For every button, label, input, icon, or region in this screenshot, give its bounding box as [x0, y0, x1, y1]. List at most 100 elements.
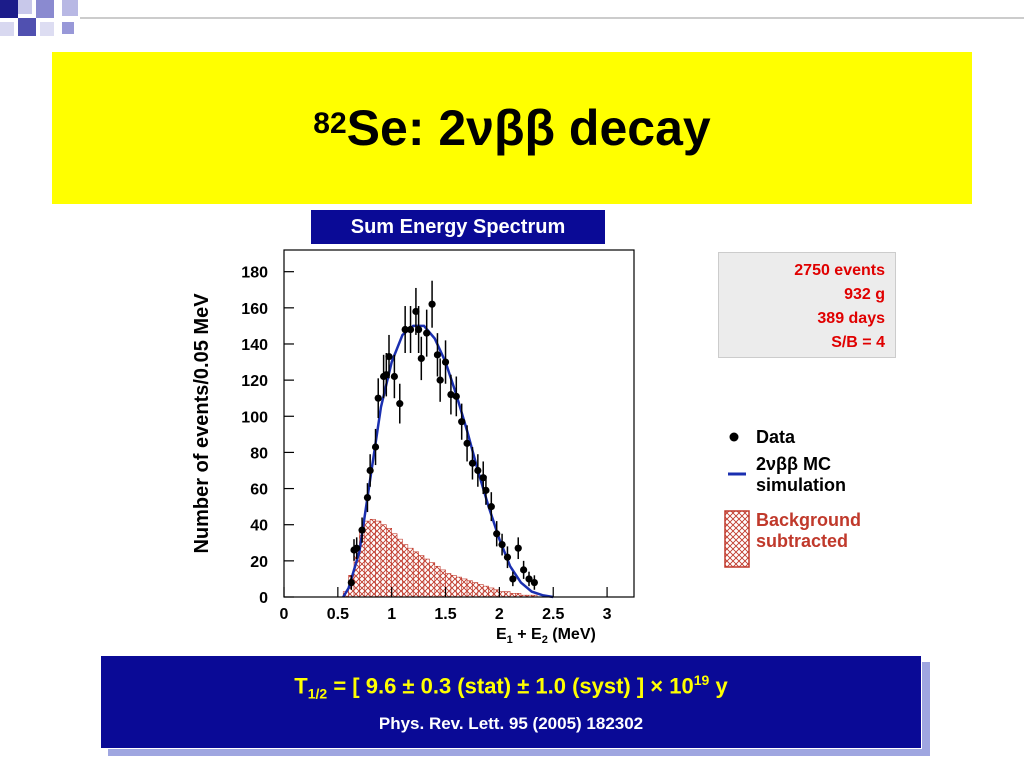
- background-bar: [429, 562, 436, 598]
- data-point: [498, 540, 506, 549]
- info-line: 389 days: [817, 310, 885, 327]
- background-bar: [439, 569, 446, 598]
- data-point: [474, 466, 482, 475]
- background-bar: [482, 585, 489, 598]
- y-tick-label: 120: [241, 373, 268, 390]
- y-tick-label: 140: [241, 337, 268, 354]
- data-point: [530, 578, 538, 587]
- data-point: [347, 578, 355, 587]
- background-bar: [466, 580, 473, 598]
- legend: Data 2νββ MC simulation Background subtr…: [724, 426, 896, 568]
- data-point: [520, 566, 528, 574]
- data-point: [358, 526, 366, 534]
- data-point: [452, 392, 460, 400]
- data-point: [428, 300, 436, 308]
- background-bar: [391, 533, 398, 598]
- x-tick-label: 2: [495, 606, 504, 623]
- y-tick-label: 0: [259, 590, 268, 607]
- x-tick-label: 2.5: [542, 606, 564, 623]
- result-part: T: [294, 673, 308, 699]
- background-bar: [445, 573, 452, 598]
- y-tick-label: 80: [250, 445, 268, 462]
- title-text: Se: 2νββ decay: [346, 100, 711, 156]
- x-label-part: (MeV): [547, 626, 596, 643]
- result-part: y: [709, 673, 728, 699]
- result-part: 19: [693, 672, 710, 688]
- data-point: [436, 376, 444, 384]
- background-bar: [412, 551, 419, 598]
- data-point: [385, 353, 393, 361]
- y-tick-label: 20: [250, 554, 268, 571]
- background-bar: [375, 520, 382, 598]
- data-point: [493, 530, 501, 538]
- background-bar: [402, 544, 409, 598]
- reference: Phys. Rev. Lett. 95 (2005) 182302: [378, 713, 644, 733]
- background-bar: [493, 589, 500, 598]
- plot-frame: [283, 249, 635, 598]
- data-point: [353, 544, 361, 552]
- data-point: [509, 575, 517, 583]
- y-tick-label: 100: [241, 409, 268, 426]
- background-bar: [488, 587, 495, 598]
- background-bar: [450, 575, 457, 598]
- data-point: [382, 371, 390, 379]
- x-tick-label: 0: [280, 606, 289, 623]
- data-point: [412, 307, 420, 316]
- title-superscript: 82: [313, 107, 347, 140]
- result-box: T1/2 = [ 9.6 ± 0.3 (stat) ± 1.0 (syst) ]…: [100, 655, 922, 749]
- data-point: [487, 503, 495, 511]
- data-point: [415, 325, 423, 334]
- info-line: 932 g: [844, 286, 885, 303]
- data-point: [401, 325, 409, 334]
- background-bar: [369, 518, 376, 598]
- y-tick-label: 40: [250, 518, 268, 535]
- info-line: 2750 events: [794, 262, 885, 279]
- data-point: [482, 486, 490, 494]
- data-point: [374, 394, 382, 402]
- x-tick-label: 0.5: [327, 606, 349, 623]
- background-bar: [477, 584, 484, 598]
- x-label-part: 1: [506, 634, 513, 647]
- background-bar: [504, 591, 511, 598]
- background-bar: [461, 578, 468, 598]
- data-point: [468, 459, 477, 467]
- chart: 0 20 40 60 80 100 120 140 160 180 0 0.5 1 1.5 2 2.5 3 Num…: [191, 249, 635, 623]
- data-point: [514, 544, 522, 552]
- y-axis-label: Number of events/0.05 MeV: [191, 293, 213, 554]
- x-tick-label: 1.5: [434, 606, 456, 623]
- subtitle: Sum Energy Spectrum: [311, 210, 605, 244]
- decoration: [0, 0, 1024, 36]
- data-point: [423, 329, 431, 337]
- data-point: [417, 354, 425, 363]
- y-tick-label: 160: [241, 301, 268, 318]
- data-point: [458, 418, 466, 426]
- data-point: [396, 400, 404, 408]
- x-label-part: 2: [541, 634, 548, 647]
- data-point: [406, 325, 415, 334]
- result-part: 1/2: [307, 685, 328, 702]
- background-bar: [423, 558, 430, 598]
- x-label-part: E: [496, 626, 507, 643]
- background-bar: [472, 582, 479, 598]
- legend-swatch: [728, 472, 746, 476]
- legend-label: 2νββ MC simulation: [756, 454, 847, 495]
- background-bar: [456, 576, 462, 598]
- legend-swatch: [724, 510, 750, 568]
- background-bar: [396, 538, 403, 598]
- background-bar: [364, 520, 371, 598]
- background-bar: [418, 555, 425, 598]
- legend-label: Data: [756, 426, 796, 447]
- data-point: [371, 443, 380, 451]
- data-point: [366, 466, 374, 475]
- background-bar: [499, 591, 506, 598]
- background-bar: [386, 528, 392, 598]
- data-point: [463, 439, 471, 447]
- data-point: [441, 358, 450, 366]
- data-point: [479, 474, 487, 482]
- data-point: [363, 493, 372, 502]
- x-label-part: + E: [512, 626, 542, 643]
- data-point: [433, 351, 442, 359]
- data-point: [503, 553, 512, 561]
- info-box: 2750 events 932 g 389 days S/B = 4: [718, 252, 896, 358]
